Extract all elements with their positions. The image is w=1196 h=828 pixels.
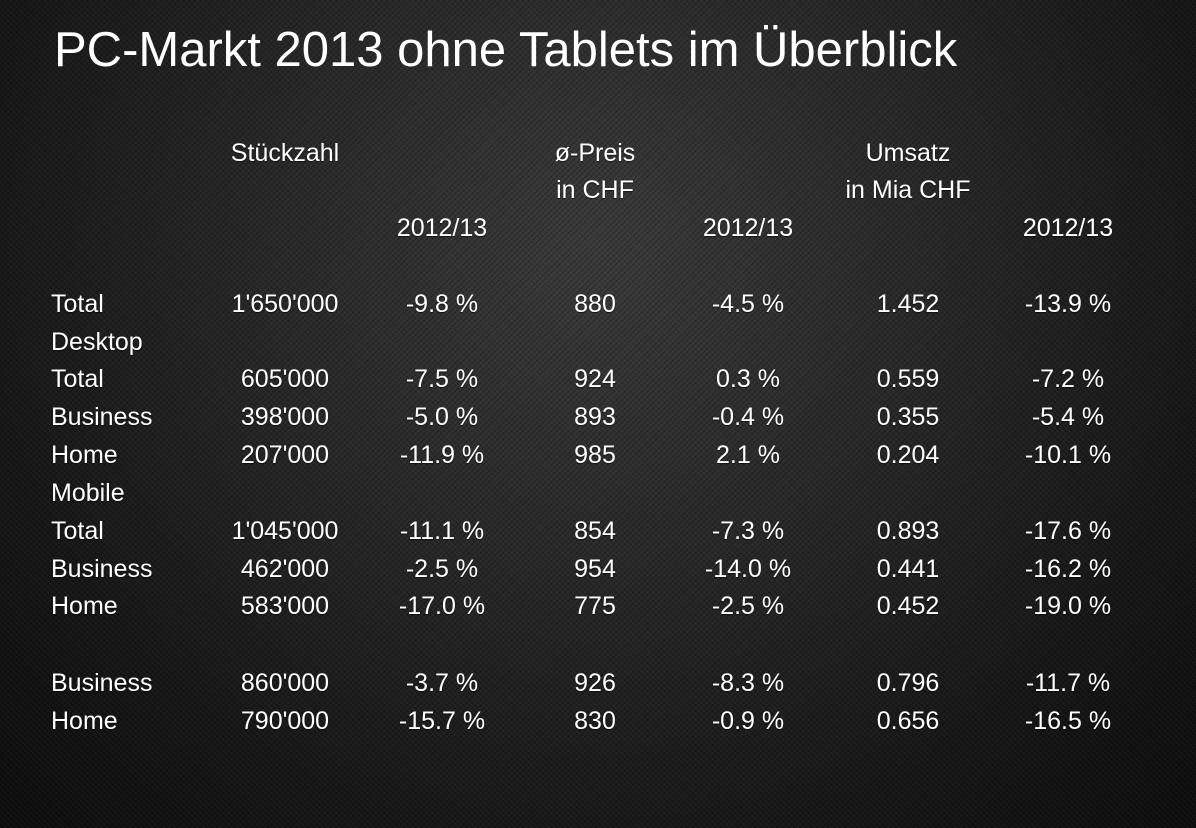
cell-price-change: 0.3 %: [716, 365, 780, 393]
cell-price-change: -8.3 %: [711, 669, 785, 697]
cell-revenue-change: -11.7 %: [1025, 669, 1111, 697]
cell-price: 985: [574, 441, 616, 469]
cell-units-change: -7.5 %: [405, 365, 479, 393]
cell-units-change: -17.0 %: [398, 592, 486, 620]
cell-units: 462'000: [240, 555, 330, 583]
cell-units: 860'000: [240, 669, 330, 697]
row-label: Business: [51, 669, 153, 697]
cell-price: 880: [574, 290, 616, 318]
cell-revenue-change: -17.6 %: [1024, 517, 1112, 545]
cell-revenue-change: -16.5 %: [1024, 707, 1112, 735]
cell-price-change: -7.3 %: [711, 517, 785, 545]
cell-revenue: 0.355: [876, 403, 940, 431]
header-change-revenue: 2012/13: [1022, 214, 1114, 242]
cell-price: 924: [574, 365, 616, 393]
cell-units-change: -3.7 %: [405, 669, 479, 697]
cell-revenue: 0.559: [876, 365, 940, 393]
cell-units: 605'000: [240, 365, 330, 393]
cell-price: 775: [574, 592, 616, 620]
cell-price-change: 2.1 %: [716, 441, 780, 469]
cell-revenue: 1.452: [876, 290, 940, 318]
header-change-price: 2012/13: [702, 214, 794, 242]
cell-revenue-change: -19.0 %: [1024, 592, 1112, 620]
cell-units: 583'000: [240, 592, 330, 620]
cell-revenue: 0.796: [876, 669, 940, 697]
cell-revenue-change: -7.2 %: [1031, 365, 1105, 393]
cell-revenue: 0.452: [876, 592, 940, 620]
cell-price-change: -4.5 %: [711, 290, 785, 318]
header-stueckzahl: Stückzahl: [230, 139, 340, 167]
header-umsatz: Umsatz: [865, 139, 951, 167]
row-label: Business: [51, 555, 153, 583]
cell-revenue: 0.441: [876, 555, 940, 583]
row-label: Total: [51, 290, 104, 318]
cell-price: 926: [574, 669, 616, 697]
cell-price: 954: [574, 555, 616, 583]
cell-units-change: -15.7 %: [398, 707, 486, 735]
cell-units: 207'000: [240, 441, 330, 469]
cell-revenue: 0.204: [876, 441, 940, 469]
cell-units-change: -2.5 %: [405, 555, 479, 583]
cell-revenue-change: -13.9 %: [1024, 290, 1112, 318]
row-label: Home: [51, 707, 118, 735]
row-label: Total: [51, 365, 104, 393]
header-preis-unit: in CHF: [556, 176, 634, 204]
cell-revenue: 0.893: [876, 517, 940, 545]
cell-price-change: -2.5 %: [711, 592, 785, 620]
cell-units-change: -11.9 %: [399, 441, 485, 469]
slide-title: PC-Markt 2013 ohne Tablets im Überblick: [54, 23, 958, 77]
cell-revenue-change: -5.4 %: [1031, 403, 1105, 431]
cell-price-change: -0.9 %: [711, 707, 785, 735]
cell-units: 1'650'000: [231, 290, 339, 318]
cell-price-change: -14.0 %: [704, 555, 792, 583]
header-change-units: 2012/13: [396, 214, 488, 242]
cell-units: 1'045'000: [231, 517, 339, 545]
cell-units: 398'000: [240, 403, 330, 431]
cell-price: 830: [574, 707, 616, 735]
row-label: Business: [51, 403, 153, 431]
row-label: Home: [51, 441, 118, 469]
cell-units: 790'000: [240, 707, 330, 735]
cell-price: 854: [574, 517, 616, 545]
section-label-desktop: Desktop: [51, 328, 143, 356]
section-label-mobile: Mobile: [51, 479, 125, 507]
row-label: Total: [51, 517, 104, 545]
cell-price-change: -0.4 %: [711, 403, 785, 431]
cell-revenue-change: -10.1 %: [1024, 441, 1112, 469]
cell-units-change: -11.1 %: [399, 517, 485, 545]
cell-revenue: 0.656: [876, 707, 940, 735]
row-label: Home: [51, 592, 118, 620]
cell-price: 893: [574, 403, 616, 431]
cell-revenue-change: -16.2 %: [1024, 555, 1112, 583]
header-preis: ø-Preis: [554, 139, 636, 167]
cell-units-change: -5.0 %: [405, 403, 479, 431]
cell-units-change: -9.8 %: [405, 290, 479, 318]
header-umsatz-unit: in Mia CHF: [845, 176, 971, 204]
